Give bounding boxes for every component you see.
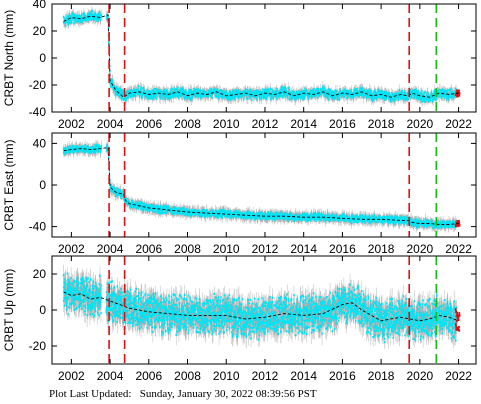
up-xtick-label-2020: 2020 [407,369,434,383]
north-xtick-label-2004: 2004 [97,117,124,131]
up-ytick-label-20: 20 [33,267,47,281]
north-xtick-label-2022: 2022 [445,117,472,131]
north-ytick-label-0: 0 [39,51,46,65]
east-xtick-label-2022: 2022 [445,242,472,256]
up-xtick-label-2010: 2010 [213,369,240,383]
north-ylabel: CRBT North (mm) [2,10,16,106]
east-xtick-label-2018: 2018 [368,242,395,256]
east-xtick-label-2004: 2004 [97,242,124,256]
up-xtick-label-2022: 2022 [445,369,472,383]
up-ytick-label-0: 0 [39,303,46,317]
panel-up: 2002 2004 2006 2008 2010 2012 2014 2016 2018 2020… [2,255,477,383]
panel-east: 2002 2004 2006 2008 2010 2012 2014 2016 2018 2020… [2,132,477,256]
up-xtick-label-2008: 2008 [174,369,201,383]
east-ytick-label-0: 0 [39,178,46,192]
north-observation-cloud [62,6,461,107]
east-ytick-label--40: -40 [29,220,47,234]
up-observation-cloud [62,265,461,349]
north-xtick-label-2018: 2018 [368,117,395,131]
footer-label: Plot Last Updated: [49,388,132,400]
up-xtick-label-2002: 2002 [58,369,85,383]
up-xtick-label-2012: 2012 [252,369,279,383]
north-xtick-label-2016: 2016 [329,117,356,131]
east-observation-cloud [62,139,461,233]
up-ytick-label--20: -20 [29,339,47,353]
north-data-points [62,9,458,103]
east-xtick-label-2002: 2002 [58,242,85,256]
east-xtick-label-2006: 2006 [135,242,162,256]
east-xtick-label-2012: 2012 [252,242,279,256]
footer-timestamp: Sunday, January 30, 2022 08:39:56 PST [139,388,317,400]
up-data-points [62,272,458,344]
up-model-line [63,291,459,322]
north-xtick-label-2006: 2006 [135,117,162,131]
north-ytick-label-20: 20 [33,24,47,38]
plot-updated-footer: Plot Last Updated: Sunday, January 30, 2… [49,388,317,400]
north-xtick-label-2012: 2012 [252,117,279,131]
up-ylabel: CRBT Up (mm) [2,269,16,351]
east-xtick-label-2020: 2020 [407,242,434,256]
east-xtick-label-2008: 2008 [174,242,201,256]
up-recent-points [454,308,461,332]
north-ytick-label--20: -20 [29,78,47,92]
north-xtick-label-2014: 2014 [290,117,317,131]
panel-north: 2002 2004 2006 2008 2010 2012 2014 2016 2018 2020… [2,0,477,131]
east-xtick-label-2016: 2016 [329,242,356,256]
east-ylabel: CRBT East (mm) [2,139,16,230]
up-xtick-label-2004: 2004 [97,369,124,383]
east-xtick-label-2014: 2014 [290,242,317,256]
north-xtick-label-2008: 2008 [174,117,201,131]
up-xtick-label-2014: 2014 [290,369,317,383]
up-xtick-label-2006: 2006 [135,369,162,383]
north-xtick-label-2010: 2010 [213,117,240,131]
north-xtick-label-2002: 2002 [58,117,85,131]
north-ytick-label--40: -40 [29,105,47,119]
up-xtick-label-2018: 2018 [368,369,395,383]
north-model-line [63,14,459,98]
east-ytick-label-40: 40 [33,136,47,150]
north-ytick-label-40: 40 [33,0,47,11]
up-xtick-label-2016: 2016 [329,369,356,383]
east-data-points [62,143,458,230]
north-xtick-label-2020: 2020 [407,117,434,131]
east-xtick-label-2010: 2010 [213,242,240,256]
